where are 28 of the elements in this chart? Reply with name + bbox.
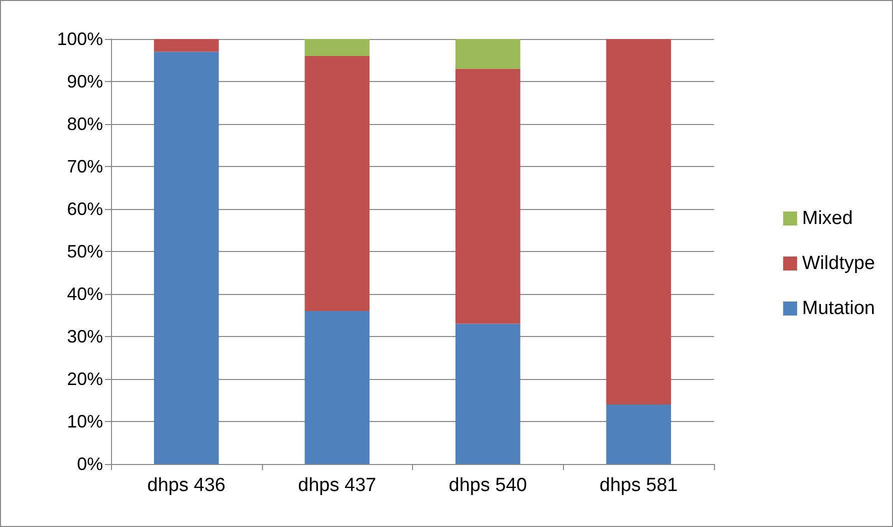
bar (455, 39, 520, 69)
bar (304, 311, 370, 464)
bar (304, 39, 370, 56)
bar (455, 68, 520, 324)
legend-label: Wildtype (802, 253, 875, 274)
x-tick-label: dhps 581 (600, 475, 678, 496)
y-tick-label: 50% (66, 242, 103, 262)
legend-label: Mutation (802, 298, 875, 319)
bar (154, 39, 219, 52)
y-tick-label: 60% (66, 199, 103, 219)
y-tick-label: 0% (76, 454, 103, 474)
bar (455, 324, 520, 464)
y-tick-label: 20% (66, 369, 103, 389)
bar (606, 404, 672, 464)
bar (606, 39, 672, 404)
x-tick-label: dhps 436 (147, 475, 226, 496)
legend-label: Mixed (802, 208, 853, 229)
y-tick-label: 100% (56, 29, 103, 49)
y-tick-label: 10% (66, 412, 103, 432)
y-tick-label: 30% (66, 326, 103, 346)
x-tick-label: dhps 437 (298, 475, 376, 496)
x-tick-label: dhps 540 (448, 475, 527, 496)
y-tick-label: 70% (66, 156, 103, 176)
y-tick-label: 90% (66, 72, 103, 92)
y-tick-label: 80% (66, 114, 103, 134)
bar (154, 52, 219, 464)
bar (304, 56, 370, 311)
y-tick-label: 40% (66, 284, 103, 304)
